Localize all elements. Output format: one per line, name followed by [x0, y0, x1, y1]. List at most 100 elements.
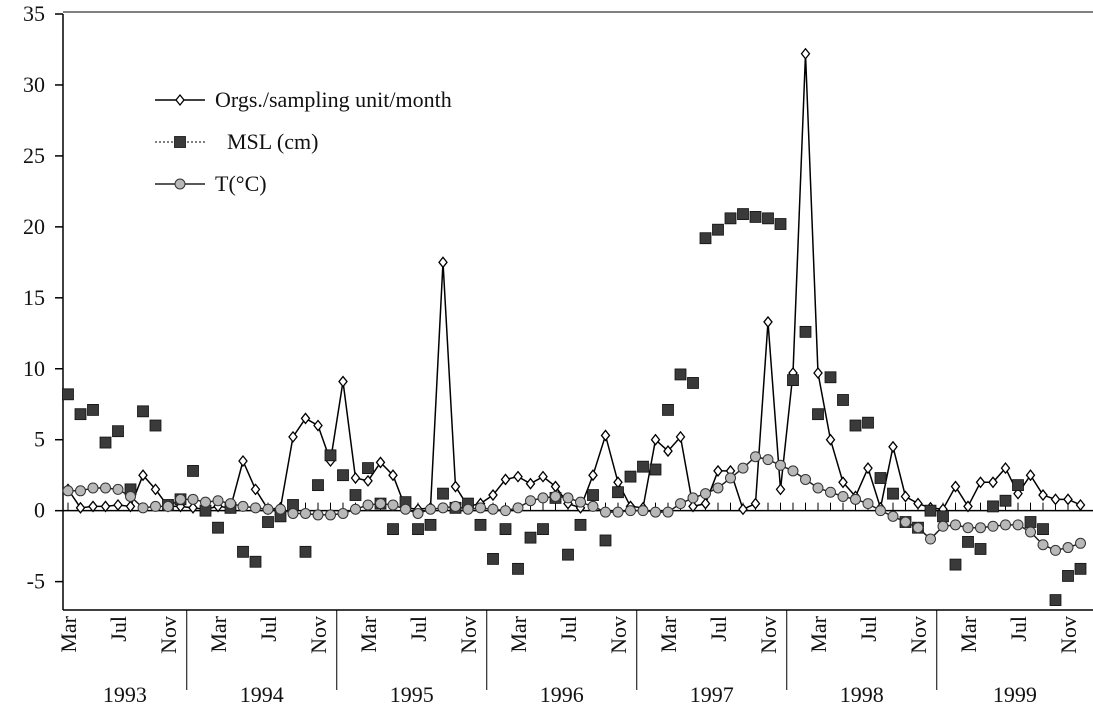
marker: [562, 548, 574, 561]
marker: [713, 464, 723, 477]
marker: [337, 508, 349, 520]
marker: [237, 500, 249, 512]
marker: [1025, 526, 1036, 538]
marker: [349, 489, 362, 501]
marker: [837, 394, 849, 406]
marker: [762, 454, 774, 466]
marker: [675, 498, 686, 510]
marker: [287, 508, 299, 520]
marker: [150, 483, 161, 496]
marker: [313, 419, 323, 432]
marker: [325, 509, 336, 521]
marker: [999, 494, 1012, 507]
x-tick-label: Mar: [356, 615, 381, 652]
marker: [362, 499, 374, 511]
x-tick-label: Jul: [556, 616, 581, 642]
marker: [1025, 469, 1036, 482]
marker: [787, 465, 799, 477]
marker: [350, 471, 361, 485]
x-tick-label: Jul: [856, 616, 881, 642]
marker: [988, 476, 998, 489]
marker: [225, 498, 236, 510]
marker: [1050, 493, 1061, 506]
marker: [1074, 562, 1087, 575]
marker: [775, 483, 786, 496]
series-line: [67, 53, 1081, 511]
marker: [812, 408, 824, 421]
marker: [699, 232, 712, 245]
x-tick-label: Mar: [206, 615, 231, 652]
marker: [312, 509, 324, 521]
marker: [113, 498, 123, 512]
marker: [937, 520, 949, 532]
marker: [187, 465, 199, 477]
y-tick-label: 25: [23, 143, 45, 168]
marker: [749, 211, 762, 223]
marker: [913, 497, 923, 510]
marker: [387, 523, 399, 536]
marker: [600, 429, 611, 442]
marker: [299, 545, 312, 558]
marker: [738, 503, 748, 516]
marker: [625, 505, 636, 517]
marker: [862, 498, 874, 510]
series-line: [68, 455, 1081, 552]
marker: [537, 492, 549, 504]
marker: [437, 502, 449, 514]
marker: [75, 501, 86, 514]
marker: [762, 212, 774, 225]
x-tick-label: Mar: [806, 615, 831, 652]
marker: [687, 492, 699, 504]
marker: [649, 463, 662, 476]
marker: [138, 469, 148, 482]
marker: [700, 497, 711, 510]
marker: [1024, 516, 1037, 528]
marker: [400, 503, 411, 515]
marker: [488, 489, 498, 502]
marker: [974, 543, 987, 555]
marker: [949, 558, 962, 571]
marker: [950, 519, 961, 531]
marker: [849, 419, 862, 432]
x-tick-label: Jul: [256, 616, 281, 642]
marker: [550, 490, 561, 502]
marker: [613, 476, 623, 489]
marker: [262, 503, 274, 515]
marker: [524, 531, 537, 544]
marker: [662, 404, 674, 416]
marker: [662, 506, 674, 518]
marker: [250, 483, 261, 496]
marker: [887, 510, 899, 522]
marker: [1012, 479, 1024, 492]
marker: [962, 522, 974, 534]
marker: [825, 486, 836, 498]
marker: [512, 562, 524, 575]
marker: [1062, 570, 1074, 582]
year-label: 1999: [993, 682, 1037, 707]
marker: [663, 445, 673, 458]
marker: [700, 488, 711, 500]
legend-label: T(°C): [215, 171, 267, 196]
marker: [87, 482, 99, 494]
series: [63, 47, 1086, 516]
x-tick-label: Nov: [756, 616, 781, 654]
marker: [813, 366, 823, 380]
series: [62, 208, 1087, 606]
marker: [1062, 542, 1074, 554]
marker: [787, 374, 799, 387]
marker: [763, 315, 773, 328]
y-tick-label: 0: [34, 498, 45, 523]
marker: [337, 469, 349, 482]
marker: [537, 523, 549, 536]
marker: [650, 433, 661, 446]
marker: [312, 479, 324, 492]
marker: [837, 490, 849, 502]
marker: [975, 476, 986, 489]
x-tick-label: Nov: [306, 616, 331, 654]
marker: [350, 503, 361, 515]
marker: [824, 371, 837, 384]
marker: [125, 500, 136, 513]
marker: [487, 553, 499, 565]
marker: [212, 495, 224, 507]
marker: [75, 485, 86, 497]
